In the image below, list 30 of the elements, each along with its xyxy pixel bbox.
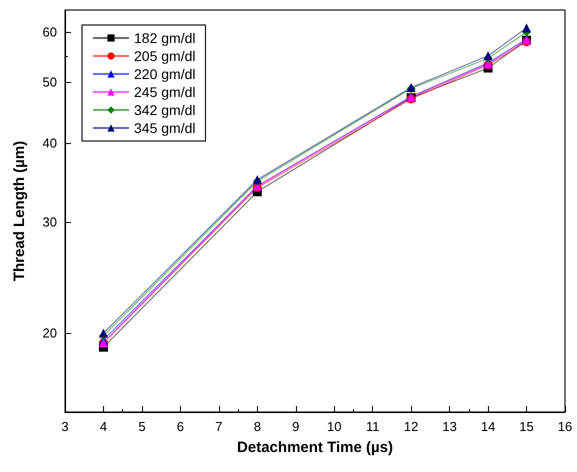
x-tick-label: 3 bbox=[61, 419, 69, 434]
legend-label: 182 gm/dl bbox=[134, 30, 196, 46]
y-tick-label: 50 bbox=[42, 74, 57, 90]
legend-label: 345 gm/dl bbox=[134, 120, 196, 136]
point bbox=[98, 328, 108, 338]
x-tick-label: 15 bbox=[519, 419, 534, 434]
y-tick-label: 60 bbox=[42, 24, 57, 40]
x-tick-label: 6 bbox=[176, 419, 184, 434]
x-tick-label: 16 bbox=[558, 419, 572, 434]
x-axis-title: Detachment Time (µs) bbox=[237, 439, 393, 456]
y-tick-label: 40 bbox=[42, 136, 57, 151]
y-axis-title: Thread Length (µm) bbox=[11, 140, 28, 282]
point bbox=[484, 51, 493, 60]
x-tick-label: 12 bbox=[404, 419, 418, 434]
y-tick-label: 30 bbox=[42, 214, 57, 230]
x-tick-label: 11 bbox=[366, 419, 380, 434]
legend-label: 342 gm/dl bbox=[134, 102, 196, 118]
x-tick-label: 7 bbox=[215, 419, 222, 434]
x-tick-label: 9 bbox=[292, 419, 300, 434]
y-tick-label: 20 bbox=[42, 326, 57, 341]
x-tick-label: 14 bbox=[480, 419, 496, 434]
x-tick-label: 10 bbox=[326, 419, 342, 434]
legend-label: 220 gm/dl bbox=[134, 66, 196, 82]
x-tick-label: 8 bbox=[254, 419, 261, 434]
legend-label: 205 gm/dl bbox=[134, 48, 196, 64]
x-tick-label: 13 bbox=[442, 419, 457, 434]
legend-label: 245 gm/dl bbox=[134, 84, 196, 100]
point bbox=[522, 23, 532, 32]
x-tick-label: 5 bbox=[138, 419, 146, 434]
x-tick-label: 4 bbox=[100, 419, 108, 434]
